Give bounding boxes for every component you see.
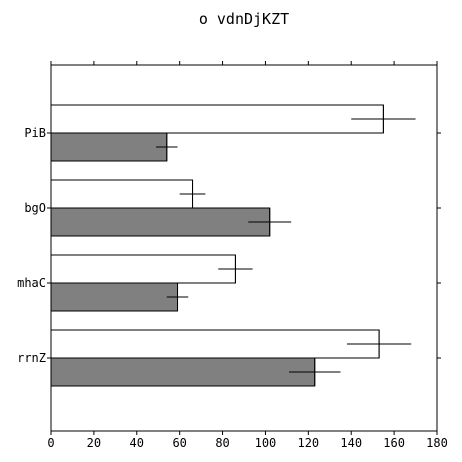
chart-title: o vdnDjKZT — [199, 10, 289, 28]
bar-mhaC-series-1 — [50, 254, 236, 284]
y-tick-label-bgO: bgO — [24, 201, 46, 215]
x-tick-label-180: 180 — [426, 436, 448, 450]
x-tick-label-60: 60 — [172, 436, 186, 450]
error-bar-rrnZ-series-1 — [346, 330, 412, 358]
bars-layer — [50, 104, 384, 387]
error-bar-bgO-series-2 — [248, 208, 292, 236]
x-tick-label-40: 40 — [130, 436, 144, 450]
error-bar-PiB-series-1 — [351, 105, 416, 133]
error-bar-mhaC-series-1 — [218, 255, 253, 283]
error-bars-layer — [156, 105, 416, 386]
error-bar-mhaC-series-2 — [166, 283, 189, 311]
bar-rrnZ-series-1 — [50, 329, 380, 359]
y-tick-label-PiB: PiB — [24, 126, 46, 140]
bar-mhaC-series-2 — [50, 282, 179, 312]
bar-PiB-series-1 — [50, 104, 384, 134]
error-bar-PiB-series-2 — [156, 133, 178, 161]
x-tick-label-80: 80 — [215, 436, 229, 450]
bar-bgO-series-2 — [50, 207, 271, 237]
bar-bgO-series-1 — [50, 179, 194, 209]
y-tick-label-mhaC: mhaC — [17, 276, 46, 290]
x-tick-label-20: 20 — [87, 436, 101, 450]
error-bar-rrnZ-series-2 — [289, 358, 341, 386]
error-bar-bgO-series-1 — [179, 180, 206, 208]
x-tick-label-100: 100 — [255, 436, 277, 450]
bar-rrnZ-series-2 — [50, 357, 316, 387]
y-tick-label-rrnZ: rrnZ — [17, 351, 46, 365]
x-tick-label-0: 0 — [47, 436, 54, 450]
bar-PiB-series-2 — [50, 132, 168, 162]
plot-frame — [50, 64, 438, 432]
x-tick-label-140: 140 — [340, 436, 362, 450]
x-tick-label-120: 120 — [297, 436, 319, 450]
ticks-layer: PiB bgO mhaC rrnZ 0 20 40 60 80 100 120 140 160 180 — [17, 61, 448, 450]
x-tick-label-160: 160 — [383, 436, 405, 450]
